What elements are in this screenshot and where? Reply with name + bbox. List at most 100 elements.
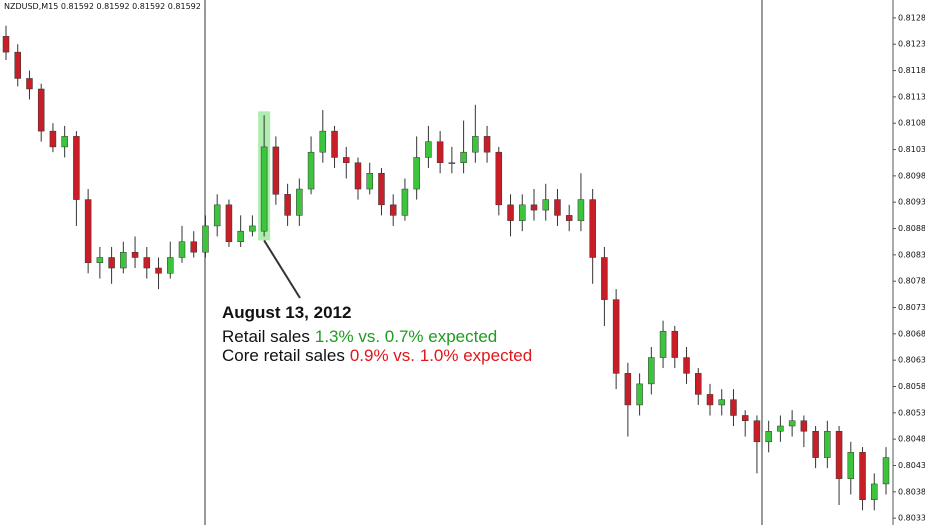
y-tick-label: 0.80685 [898, 329, 925, 338]
candle-body [835, 431, 843, 479]
y-tick-label: 0.80935 [898, 198, 925, 207]
candle-body [155, 267, 162, 274]
candle-body [73, 136, 80, 200]
annotation-value: 1.3% vs. 0.7% expected [315, 327, 497, 346]
candle-body [401, 188, 409, 216]
candle-body [741, 415, 749, 421]
candle-body [2, 36, 10, 53]
candle-body [519, 204, 526, 221]
candle-body [61, 136, 68, 148]
candle-body [37, 88, 45, 132]
candle-body [507, 204, 514, 221]
candle-body [178, 241, 186, 258]
chart-title: NZDUSD,M15 0.81592 0.81592 0.81592 0.815… [4, 2, 201, 11]
plot [2, 25, 890, 511]
annotation-value: 0.9% vs. 1.0% expected [350, 346, 532, 365]
candle-body [472, 136, 479, 153]
annotation-label: Retail sales [222, 327, 310, 346]
y-tick-label: 0.80335 [898, 514, 925, 523]
candle-body [565, 215, 573, 221]
candle-body [225, 204, 233, 242]
candle-body [436, 141, 444, 163]
candle-body [624, 373, 632, 406]
candle-body [530, 204, 538, 211]
candle-body [871, 483, 878, 500]
candle-body [542, 199, 549, 211]
candle-body [425, 141, 432, 158]
candle-body [460, 151, 467, 163]
candle-body [296, 188, 303, 216]
annotation-pointer [263, 239, 301, 299]
candle-body [554, 199, 561, 216]
candle-body [413, 157, 420, 190]
y-tick-label: 0.80735 [898, 303, 925, 312]
candle-body [788, 420, 796, 427]
annotation-label: Core retail sales [222, 346, 345, 365]
candle-body [882, 457, 890, 485]
candle-body [601, 257, 608, 300]
candle-body [331, 130, 338, 158]
y-tick-label: 0.80885 [898, 224, 925, 233]
candle-body [237, 230, 244, 242]
candle-body [307, 151, 315, 190]
y-tick-label: 0.80985 [898, 171, 925, 180]
y-tick-label: 0.80635 [898, 356, 925, 365]
candle-body [108, 257, 115, 269]
candle-body [777, 425, 784, 432]
y-tick-label: 0.80585 [898, 382, 925, 391]
y-tick-label: 0.80835 [898, 250, 925, 259]
candle-body [589, 199, 596, 258]
annotation-line: Retail sales 1.3% vs. 0.7% expected [222, 327, 497, 346]
candle-body [859, 452, 866, 500]
y-tick-label: 0.80435 [898, 461, 925, 470]
candle-body [718, 399, 725, 406]
candle-body [495, 151, 503, 206]
candle-body [753, 420, 761, 443]
y-tick-label: 0.80385 [898, 487, 925, 496]
y-tick-label: 0.81185 [898, 66, 925, 75]
candle-body [120, 251, 127, 269]
candle-body [167, 257, 174, 274]
candle-body [319, 130, 327, 153]
candle-body [213, 204, 221, 227]
candle-body [249, 225, 256, 232]
candle-body [14, 51, 21, 79]
candle-body [765, 431, 772, 443]
candle-body [131, 251, 139, 258]
candle-body [636, 383, 643, 406]
y-tick-label: 0.80535 [898, 408, 925, 417]
candle-body [847, 452, 855, 479]
candle-body [659, 330, 667, 358]
candle-body [483, 136, 491, 153]
candle-body [284, 194, 291, 216]
candle-body [378, 172, 385, 206]
annotation-date: August 13, 2012 [222, 303, 351, 322]
candle-body [800, 420, 808, 432]
candle-body [448, 162, 456, 164]
candle-body [812, 431, 819, 458]
y-tick-label: 0.81035 [898, 145, 925, 154]
candle-body [671, 330, 679, 358]
y-tick-label: 0.81285 [898, 13, 925, 22]
y-tick-label: 0.81085 [898, 119, 925, 128]
candle-body [96, 257, 104, 264]
y-tick-label: 0.80785 [898, 277, 925, 286]
candle-body [260, 146, 268, 232]
candle-body [612, 299, 620, 374]
candle-body [26, 78, 33, 90]
candle-body [343, 157, 350, 163]
candle-body [683, 357, 690, 374]
candle-body [84, 199, 92, 264]
y-tick-label: 0.80485 [898, 435, 925, 444]
annotation-line: Core retail sales 0.9% vs. 1.0% expected [222, 346, 532, 365]
y-tick-label: 0.81235 [898, 40, 925, 49]
candle-body [49, 130, 57, 148]
candle-body [730, 399, 737, 416]
candle-body [190, 241, 197, 253]
candle-body [695, 373, 702, 395]
candle-body [202, 225, 209, 253]
candle-body [706, 394, 714, 406]
y-tick-label: 0.81135 [898, 92, 925, 101]
